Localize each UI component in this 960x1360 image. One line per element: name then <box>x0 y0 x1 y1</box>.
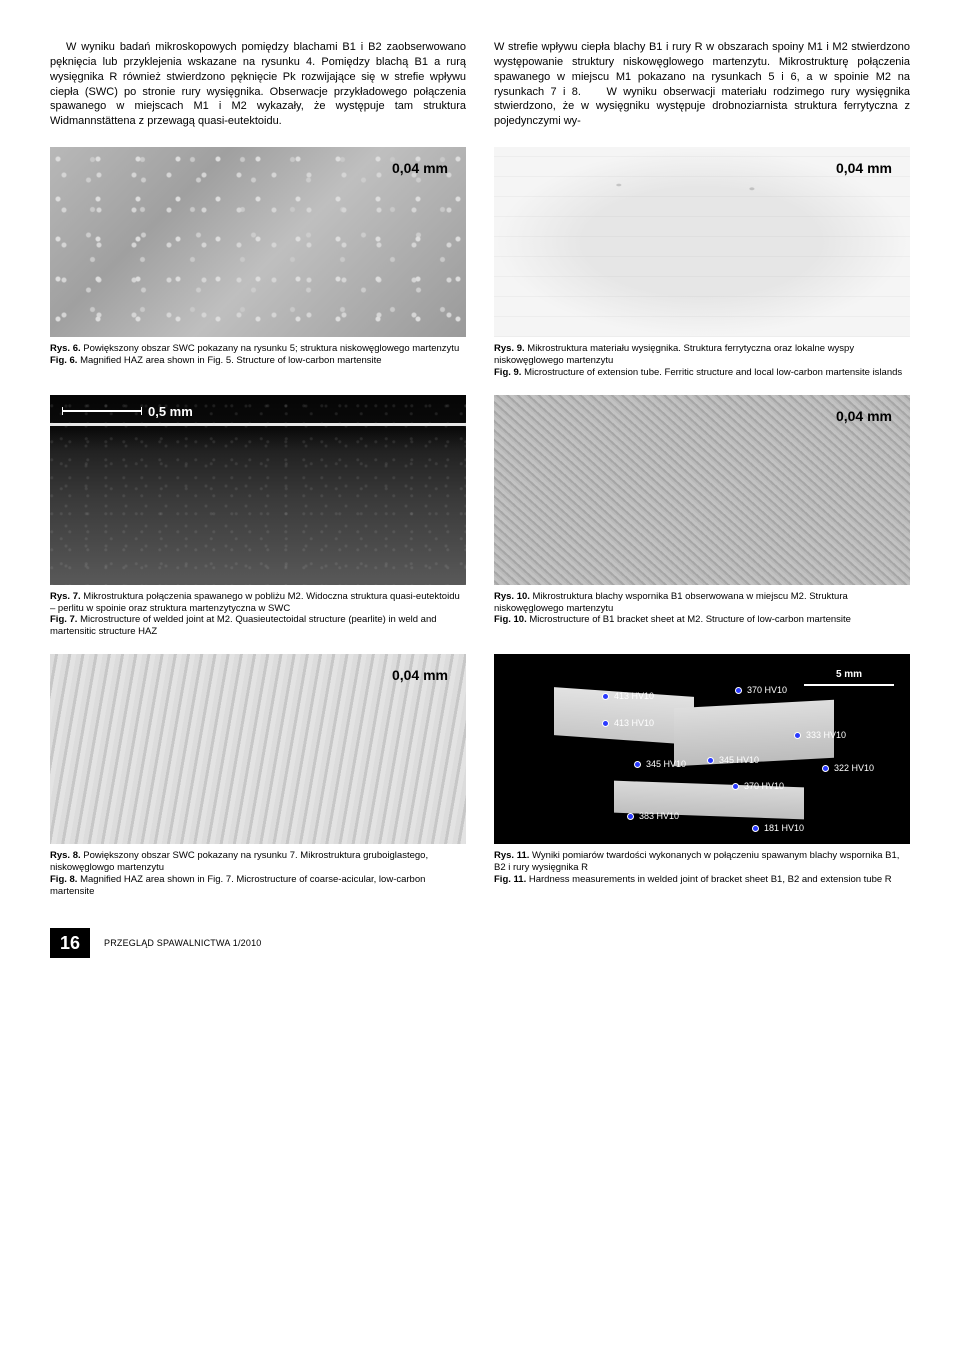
hv-label: 333 HV10 <box>806 729 846 741</box>
scalebar-05: 0,5 mm <box>62 403 193 421</box>
fig-top-right-micrograph: 0,04 mm <box>494 147 910 337</box>
hv-label: 370 HV10 <box>747 684 787 696</box>
caption-fig7-b: Fig. 7. <box>50 614 77 625</box>
scalebar-5mm-text: 5 mm <box>836 668 862 682</box>
caption-rys11-b: Rys. 11. <box>494 850 529 861</box>
fig8-micrograph: 0,04 mm <box>50 654 466 844</box>
hv-label: 370 HV10 <box>744 780 784 792</box>
page-footer: 16 PRZEGLĄD SPAWALNICTWA 1/2010 <box>50 928 910 958</box>
caption-rys6: Rys. 6. Powiększony obszar SWC pokazany … <box>50 343 466 379</box>
caption-rys10-t: Mikrostruktura blachy wspornika B1 obser… <box>494 591 848 614</box>
caption-rys6-t: Powiększony obszar SWC pokazany na rysun… <box>81 343 460 354</box>
caption-fig11-t: Hardness measurements in welded joint of… <box>526 874 891 885</box>
page-number: 16 <box>50 928 90 958</box>
scalebar-004: 0,04 mm <box>836 407 892 426</box>
scalebar-004: 0,04 mm <box>392 666 448 685</box>
hv-label: 413 HV10 <box>614 717 654 729</box>
hv-point <box>735 687 742 694</box>
caption-fig10-b: Fig. 10. <box>494 614 527 625</box>
hv-label: 181 HV10 <box>764 822 804 834</box>
caption-fig8-t: Magnified HAZ area shown in Fig. 7. Micr… <box>50 874 425 897</box>
caption-fig7-t: Microstructure of welded joint at M2. Qu… <box>50 614 437 637</box>
caption-fig6-t: Magnified HAZ area shown in Fig. 5. Stru… <box>77 355 381 366</box>
fig-right-needles: 0,04 mm <box>494 395 910 585</box>
caption-fig10-t: Microstructure of B1 bracket sheet at M2… <box>527 614 851 625</box>
fig11-hardness-map: 5 mm 413 HV10 370 HV10 413 HV10 333 HV10 345… <box>494 654 910 844</box>
caption-rys8-b: Rys. 8. <box>50 850 81 861</box>
caption-rys8-t: Powiększony obszar SWC pokazany na rysun… <box>50 850 428 873</box>
caption-rys7: Rys. 7. Mikrostruktura połączenia spawan… <box>50 591 466 639</box>
hv-point <box>627 813 634 820</box>
caption-rys7-t: Mikrostruktura połączenia spawanego w po… <box>50 591 460 614</box>
caption-rys8: Rys. 8. Powiększony obszar SWC pokazany … <box>50 850 466 898</box>
caption-fig9-t: Microstructure of extension tube. Ferrit… <box>521 367 902 378</box>
fig7-micrograph: 0,5 mm <box>50 395 466 585</box>
hv-point <box>752 825 759 832</box>
caption-fig8-b: Fig. 8. <box>50 874 77 885</box>
scalebar-05-text: 0,5 mm <box>148 403 193 421</box>
intro-right: W strefie wpływu ciepła blachy B1 i rury… <box>494 40 910 129</box>
scalebar-004: 0,04 mm <box>392 159 448 178</box>
hv-label: 322 HV10 <box>834 762 874 774</box>
hv-point <box>822 765 829 772</box>
intro-columns: W wyniku badań mikroskopowych pomiędzy b… <box>50 40 910 129</box>
caption-fig6-b: Fig. 6. <box>50 355 77 366</box>
scalebar-5mm: 5 mm <box>804 668 894 686</box>
scalebar-004: 0,04 mm <box>836 159 892 178</box>
hv-label: 383 HV10 <box>639 810 679 822</box>
intro-left: W wyniku badań mikroskopowych pomiędzy b… <box>50 40 466 129</box>
intro-right-text: W strefie wpływu ciepła blachy B1 i rury… <box>494 41 910 127</box>
caption-fig9-b: Fig. 9. <box>494 367 521 378</box>
caption-rys9-b: Rys. 9. <box>494 343 525 354</box>
caption-rys11: Rys. 11. Wyniki pomiarów twardości wykon… <box>494 850 910 898</box>
caption-rys7-b: Rys. 7. <box>50 591 81 602</box>
caption-rys10: Rys. 10. Mikrostruktura blachy wspornika… <box>494 591 910 639</box>
caption-rys9: Rys. 9. Mikrostruktura materiału wysięgn… <box>494 343 910 379</box>
hv-label: 345 HV10 <box>646 758 686 770</box>
caption-rys11-t: Wyniki pomiarów twardości wykonanych w p… <box>494 850 899 873</box>
fig5-micrograph: 0,04 mm <box>50 147 466 337</box>
hv-label: 345 HV10 <box>719 754 759 766</box>
caption-fig11-b: Fig. 11. <box>494 874 526 885</box>
intro-left-text: W wyniku badań mikroskopowych pomiędzy b… <box>50 41 466 127</box>
hv-point <box>634 761 641 768</box>
caption-rys6-b: Rys. 6. <box>50 343 81 354</box>
journal-name: PRZEGLĄD SPAWALNICTWA 1/2010 <box>104 937 261 949</box>
caption-rys9-t: Mikrostruktura materiału wysięgnika. Str… <box>494 343 854 366</box>
hv-label: 413 HV10 <box>614 690 654 702</box>
caption-rys10-b: Rys. 10. <box>494 591 530 602</box>
